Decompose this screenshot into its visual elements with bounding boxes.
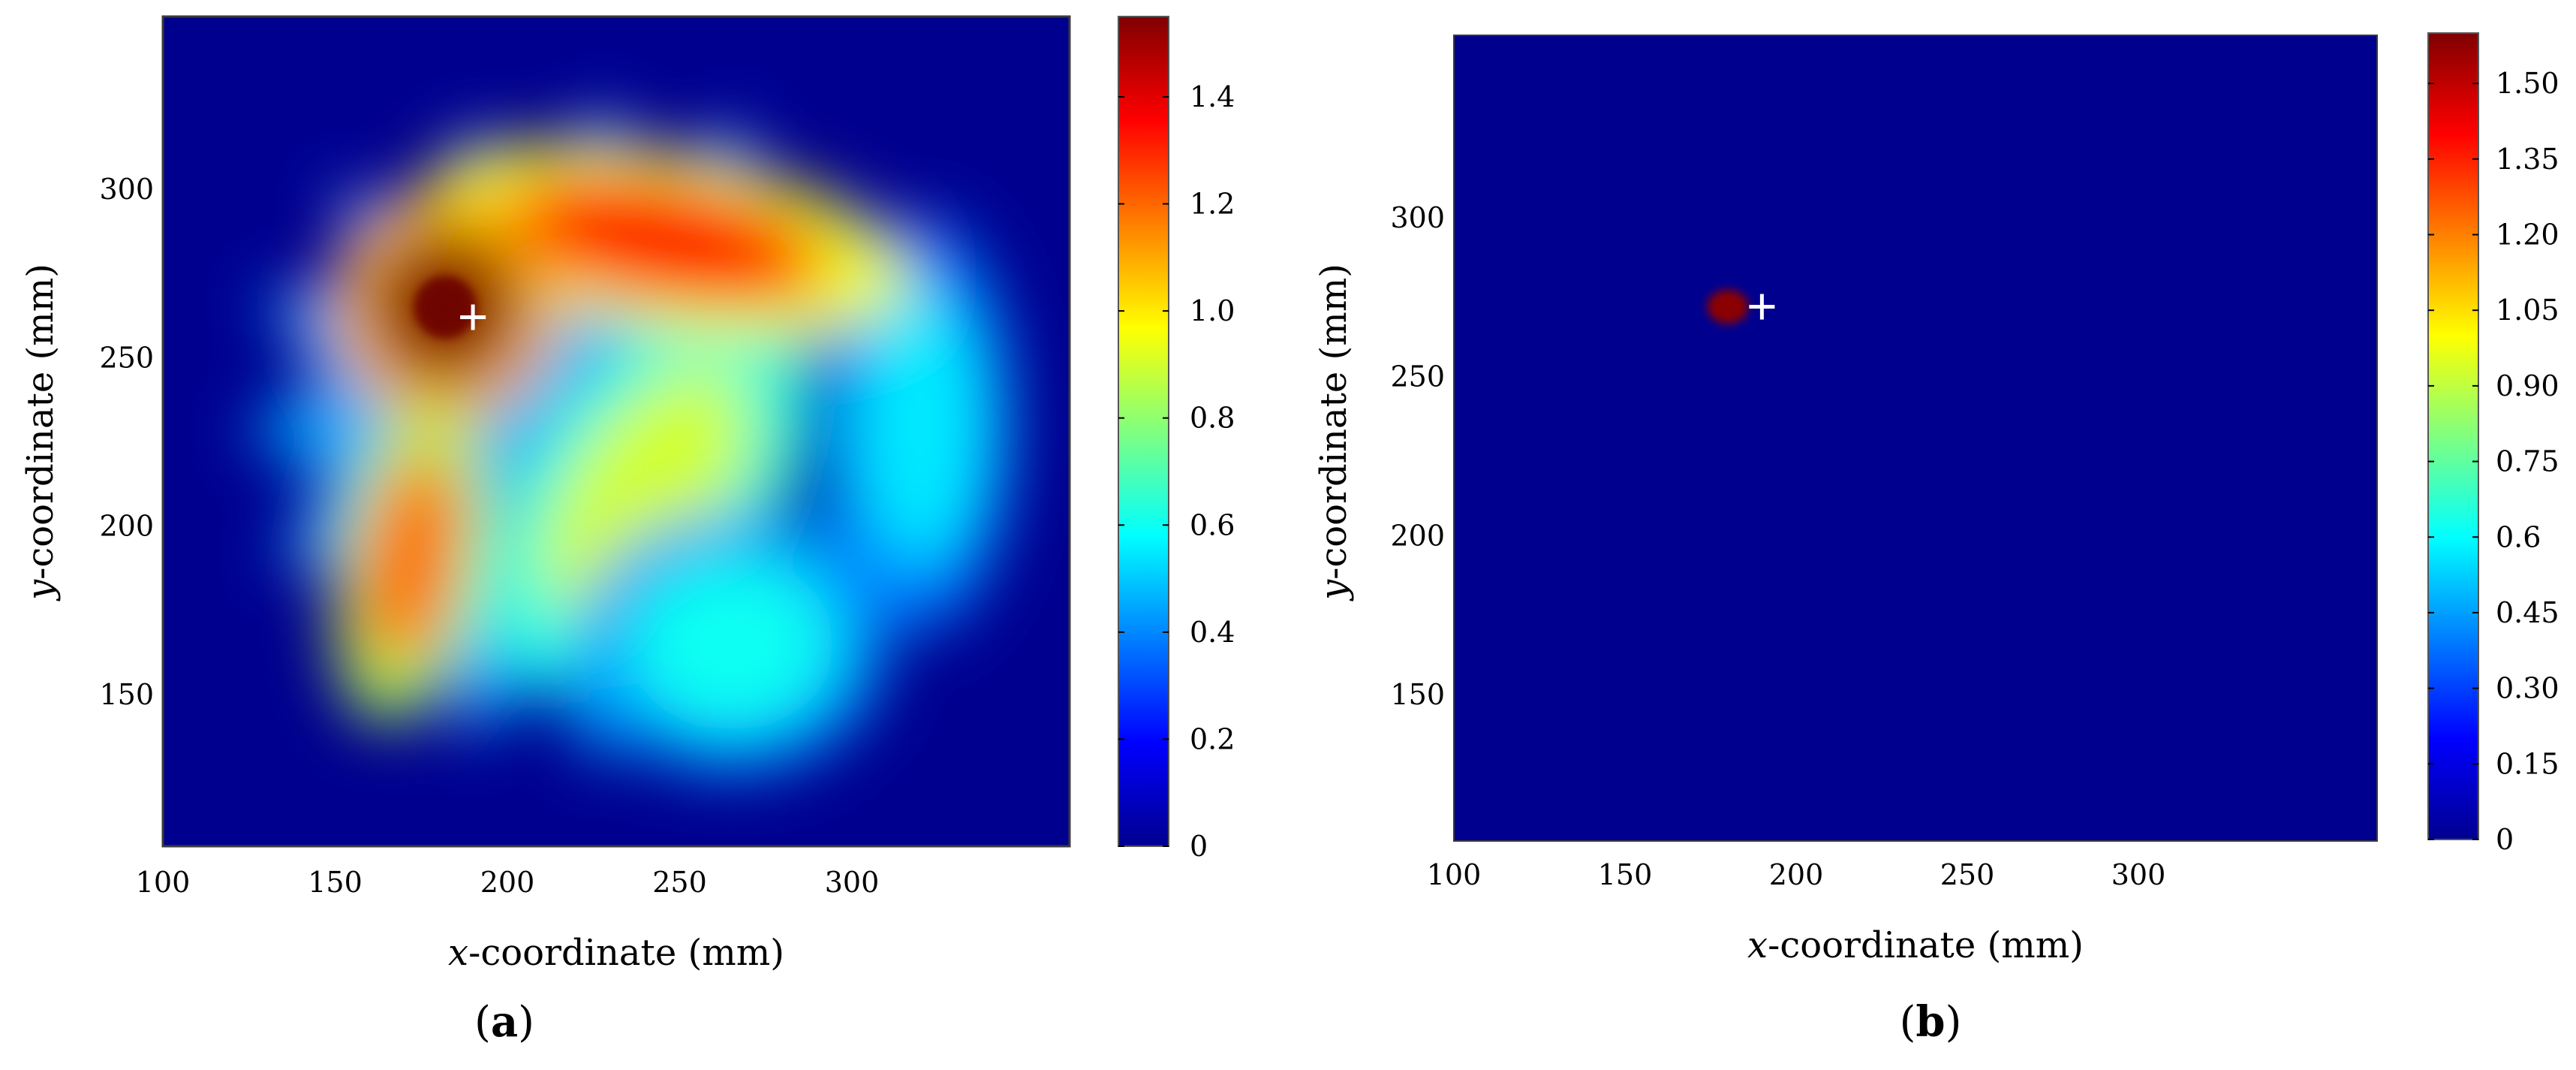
colorbar-tick-label: 1.35 (2496, 143, 2559, 176)
colorbar-tick-label: 1.2 (1190, 188, 1235, 221)
lower-left-hot-spot (360, 451, 462, 669)
x-tick-label: 150 (308, 866, 363, 899)
colorbar-b: 0 0.15 0.30 0.45 0.6 0.75 0.90 1.05 1.20 1.35 1.50 (2427, 32, 2559, 856)
colorbar-tick-label: 1.05 (2496, 294, 2559, 327)
y-tick-label: 250 (1390, 360, 1445, 393)
x-tick-label: 300 (825, 866, 880, 899)
x-tick-labels-b: 100 150 200 250 300 (1427, 858, 2166, 891)
colorbar-gradient-b (2427, 32, 2479, 840)
right-lobe (859, 287, 983, 563)
colorbar-tick-label: 1.4 (1190, 80, 1235, 113)
colorbar-tick-label: 1.50 (2496, 67, 2559, 100)
y-tick-label: 150 (99, 678, 154, 711)
colorbar-tick-label: 0.45 (2496, 596, 2559, 629)
panel-label-a: (a) (474, 997, 534, 1047)
colorbar-tick-label: 0 (2496, 823, 2514, 856)
y-tick-label: 300 (99, 173, 154, 206)
x-tick-label: 300 (2111, 858, 2166, 891)
colorbar-a: 0 0.2 0.4 0.6 0.8 1.0 1.2 1.4 (1118, 16, 1235, 863)
colorbar-tick-label: 0.30 (2496, 672, 2559, 705)
colorbar-tick-label: 0.6 (2496, 520, 2541, 553)
left-hot-spot-core (414, 276, 477, 339)
heatmap-a (161, 15, 1071, 848)
single-hot-spot (1707, 289, 1749, 324)
y-tick-label: 300 (1390, 201, 1445, 234)
upper-right-hot-spot (499, 175, 826, 305)
x-tick-label: 150 (1598, 858, 1653, 891)
colorbar-gradient-a (1118, 16, 1169, 847)
colorbar-tick-label: 0.4 (1190, 616, 1235, 649)
colorbar-tick-label: 0 (1190, 830, 1208, 863)
target-marker-a (460, 304, 486, 330)
y-tick-label: 200 (1390, 519, 1445, 552)
intensity-field (1707, 289, 1749, 324)
x-tick-label: 250 (1940, 858, 1995, 891)
lower-right-lobe (627, 557, 835, 731)
colorbar-ticks-a: 0 0.2 0.4 0.6 0.8 1.0 1.2 1.4 (1118, 80, 1235, 863)
colorbar-tick-label: 0.90 (2496, 369, 2559, 402)
x-tick-label: 100 (1427, 858, 1482, 891)
colorbar-tick-label: 1.20 (2496, 219, 2559, 252)
plot-area-b (1454, 35, 2377, 841)
panel-b: 100 150 200 250 300 150 200 250 300 0 0.15 0.30 0.… (1313, 32, 2559, 1047)
colorbar-ticks-b: 0 0.15 0.30 0.45 0.6 0.75 0.90 1.05 1.20 1.35 1.50 (2428, 67, 2559, 856)
y-tick-labels-a: 150 200 250 300 (99, 173, 154, 711)
x-tick-labels-a: 100 150 200 250 300 (136, 866, 880, 899)
center-band (541, 366, 749, 619)
colorbar-tick-label: 1.0 (1190, 294, 1235, 327)
y-axis-label-a: y-coordinate (mm) (20, 264, 62, 601)
heatmap-b (1453, 35, 2378, 842)
x-axis-label-b: x-coordinate (mm) (1747, 924, 2084, 966)
target-marker-b (1749, 294, 1775, 320)
intensity-field (242, 104, 1014, 773)
y-tick-label: 150 (1390, 678, 1445, 711)
y-tick-labels-b: 150 200 250 300 (1390, 201, 1445, 711)
colorbar-tick-label: 0.75 (2496, 445, 2559, 478)
x-tick-label: 100 (136, 866, 191, 899)
x-axis-label-a: x-coordinate (mm) (448, 932, 784, 974)
colorbar-tick-label: 0.2 (1190, 722, 1235, 755)
colorbar-tick-label: 0.8 (1190, 402, 1235, 435)
panel-label-b: (b) (1900, 997, 1962, 1047)
x-tick-label: 200 (1769, 858, 1824, 891)
x-tick-label: 250 (652, 866, 707, 899)
y-axis-label-b: y-coordinate (mm) (1313, 264, 1355, 601)
y-tick-label: 200 (99, 510, 154, 543)
colorbar-tick-label: 0.15 (2496, 747, 2559, 780)
x-tick-label: 200 (480, 866, 535, 899)
colorbar-tick-label: 0.6 (1190, 508, 1235, 541)
y-tick-label: 250 (99, 341, 154, 374)
